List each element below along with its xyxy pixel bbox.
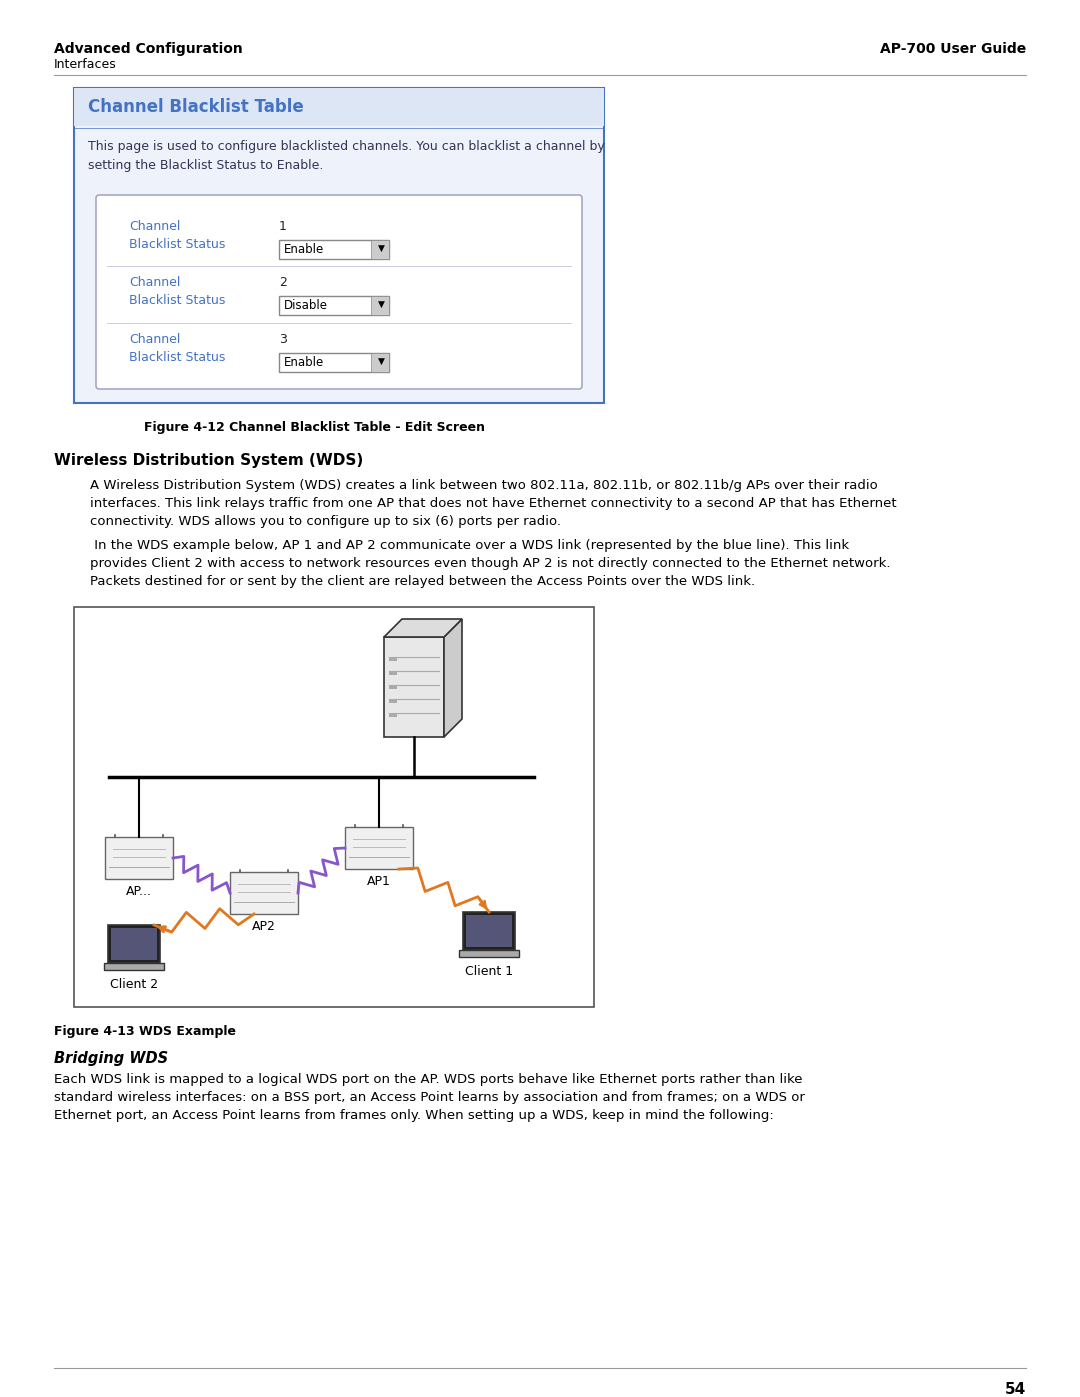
Text: 3: 3 — [279, 332, 287, 346]
Bar — [345, 827, 413, 869]
Bar — [463, 912, 515, 950]
Text: Channel: Channel — [129, 219, 180, 233]
Bar — [279, 296, 389, 314]
Bar — [279, 240, 389, 258]
Text: AP2: AP2 — [252, 921, 275, 933]
Text: AP...: AP... — [126, 886, 152, 898]
Polygon shape — [444, 619, 462, 738]
Bar — [111, 928, 157, 960]
Text: Blacklist Status: Blacklist Status — [129, 293, 226, 307]
Text: ▼: ▼ — [378, 358, 384, 366]
Bar — [104, 963, 164, 970]
Text: 1: 1 — [279, 219, 287, 233]
Text: Client 1: Client 1 — [464, 965, 513, 978]
Text: 2: 2 — [279, 277, 287, 289]
Bar — [389, 685, 397, 689]
Text: Channel: Channel — [129, 332, 180, 346]
Polygon shape — [384, 619, 462, 637]
Text: In the WDS example below, AP 1 and AP 2 communicate over a WDS link (represented: In the WDS example below, AP 1 and AP 2 … — [90, 539, 891, 588]
Bar — [389, 671, 397, 675]
Text: Each WDS link is mapped to a logical WDS port on the AP. WDS ports behave like E: Each WDS link is mapped to a logical WDS… — [54, 1073, 805, 1122]
Text: Enable: Enable — [284, 243, 324, 256]
Text: Advanced Configuration: Advanced Configuration — [54, 42, 243, 56]
Text: Enable: Enable — [284, 356, 324, 369]
Bar — [105, 837, 173, 879]
Bar — [372, 240, 389, 258]
Text: Blacklist Status: Blacklist Status — [129, 351, 226, 365]
Text: Blacklist Status: Blacklist Status — [129, 237, 226, 251]
Text: Channel Blacklist Table: Channel Blacklist Table — [87, 98, 303, 116]
Text: A Wireless Distribution System (WDS) creates a link between two 802.11a, 802.11b: A Wireless Distribution System (WDS) cre… — [90, 479, 896, 528]
Text: ▼: ▼ — [378, 244, 384, 253]
FancyBboxPatch shape — [96, 196, 582, 388]
Text: 54: 54 — [1004, 1382, 1026, 1397]
Text: This page is used to configure blacklisted channels. You can blacklist a channel: This page is used to configure blacklist… — [87, 140, 605, 172]
Bar — [384, 637, 444, 738]
Text: Channel: Channel — [129, 277, 180, 289]
Text: AP-700 User Guide: AP-700 User Guide — [880, 42, 1026, 56]
Text: Client 2: Client 2 — [110, 978, 158, 990]
Text: Wireless Distribution System (WDS): Wireless Distribution System (WDS) — [54, 453, 363, 468]
Bar — [230, 872, 298, 914]
Bar — [465, 915, 512, 947]
Bar — [389, 698, 397, 703]
Text: Figure 4-13 WDS Example: Figure 4-13 WDS Example — [54, 1025, 237, 1038]
Bar — [75, 88, 604, 402]
Bar — [75, 608, 594, 1007]
Bar — [459, 950, 519, 957]
Bar — [372, 296, 389, 314]
Bar — [372, 353, 389, 372]
Bar — [108, 925, 160, 963]
Text: Disable: Disable — [284, 299, 328, 312]
Text: Interfaces: Interfaces — [54, 59, 117, 71]
Bar — [389, 657, 397, 661]
Bar — [279, 353, 389, 372]
Text: AP1: AP1 — [367, 875, 391, 888]
Bar — [389, 712, 397, 717]
Text: Bridging WDS: Bridging WDS — [54, 1051, 168, 1066]
Bar — [75, 88, 604, 126]
Text: Figure 4-12 Channel Blacklist Table - Edit Screen: Figure 4-12 Channel Blacklist Table - Ed… — [144, 420, 485, 434]
Text: ▼: ▼ — [378, 300, 384, 309]
